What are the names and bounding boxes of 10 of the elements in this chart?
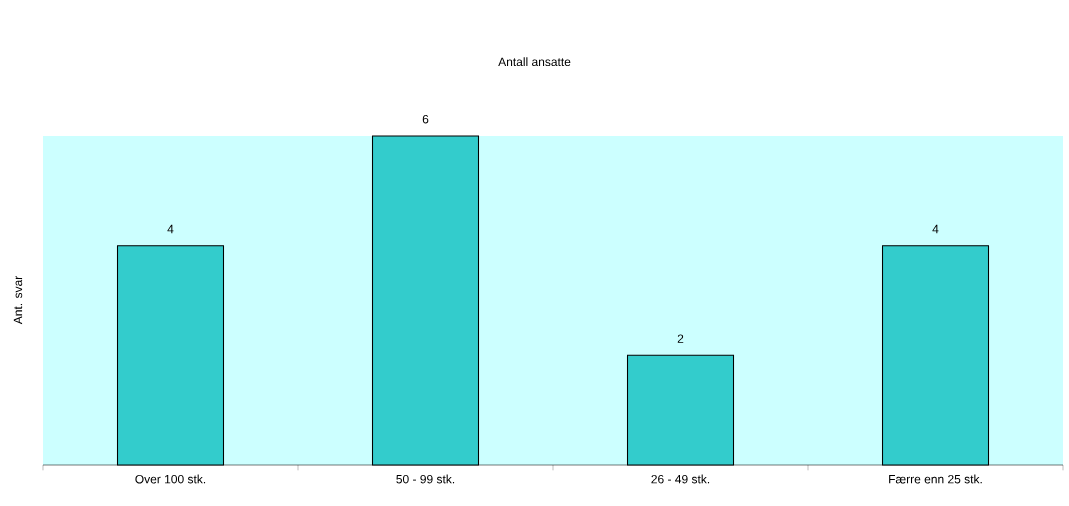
x-tick-label: 26 - 49 stk. [651, 474, 710, 484]
data-label: 6 [422, 114, 429, 124]
chart-title: Antall ansatte [498, 57, 571, 67]
data-label: 4 [932, 224, 939, 234]
data-label: 2 [677, 334, 684, 343]
y-axis-title: Ant. svar [13, 275, 23, 325]
data-label: 4 [167, 224, 174, 234]
x-tick-label: Færre enn 25 stk. [889, 474, 982, 484]
x-tick-label: 50 - 99 stk. [396, 474, 455, 484]
x-tick-label: Over 100 stk. [135, 474, 206, 484]
